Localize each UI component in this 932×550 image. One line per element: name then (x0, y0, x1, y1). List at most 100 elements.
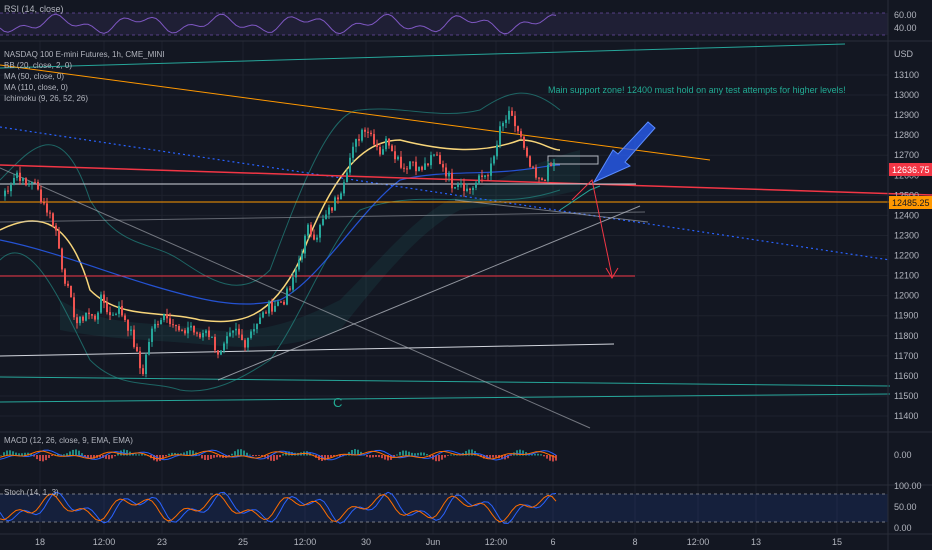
candle-body (487, 175, 489, 177)
candle-body (430, 155, 432, 166)
macd-hist-bar (261, 455, 263, 457)
candle-body (355, 139, 357, 147)
macd-hist-bar (366, 455, 368, 457)
macd-hist-bar (24, 452, 26, 456)
candle-body (541, 178, 543, 181)
macd-hist-bar (483, 455, 485, 459)
candle-body (445, 167, 447, 177)
candle-body (283, 301, 285, 305)
candle-body (547, 164, 549, 181)
candle-body (262, 312, 264, 318)
macd-hist-bar (30, 453, 32, 456)
macd-hist-bar (123, 449, 125, 456)
candle-body (550, 164, 552, 166)
candle-body (91, 314, 93, 316)
macd-hist-bar (231, 453, 233, 456)
price-tick-label: 11700 (894, 351, 918, 361)
candle-body (496, 144, 498, 157)
indicator-ichimoku: Ichimoku (9, 26, 52, 26) (4, 94, 88, 103)
price-badge-orange: 12485.25 (889, 196, 932, 209)
candle-body (151, 328, 153, 342)
macd-hist-bar (354, 449, 356, 456)
candle-body (103, 294, 105, 303)
macd-hist-bar (399, 451, 401, 456)
candle-body (406, 168, 408, 170)
candle-body (517, 126, 519, 132)
macd-hist-bar (84, 455, 86, 457)
macd-hist-bar (537, 453, 539, 456)
macd-hist-bar (435, 455, 437, 462)
candle-body (43, 202, 45, 204)
price-tick-label: 12800 (894, 130, 919, 140)
candle-body (175, 325, 177, 327)
candle-body (379, 146, 381, 155)
macd-hist-bar (105, 455, 107, 459)
candle-body (385, 138, 387, 150)
macd-hist-bar (372, 455, 374, 458)
time-tick-label: 12:00 (687, 537, 710, 547)
macd-hist-bar (198, 455, 200, 456)
candle-body (535, 167, 537, 178)
macd-hist-bar (57, 454, 59, 456)
candle-body (364, 129, 366, 132)
macd-hist-bar (456, 454, 458, 456)
price-tick-label: 12200 (894, 251, 919, 261)
candle-body (166, 314, 168, 319)
candle-body (133, 329, 135, 347)
candle-body (478, 175, 480, 183)
price-tick-label: 11400 (894, 411, 918, 421)
candle-body (352, 146, 354, 158)
candle-body (139, 351, 141, 369)
candle-body (277, 301, 279, 306)
candle-body (112, 314, 114, 316)
macd-hist-bar (237, 449, 239, 456)
candle-body (307, 224, 309, 236)
candle-body (205, 330, 207, 333)
macd-hist-bar (39, 455, 41, 462)
candle-body (16, 172, 18, 178)
macd-hist-bar (201, 455, 203, 459)
macd-hist-bar (495, 455, 497, 458)
candle-body (490, 163, 492, 176)
candle-body (346, 172, 348, 183)
macd-hist-bar (111, 455, 113, 459)
macd-hist-bar (492, 455, 494, 458)
candle-body (130, 329, 132, 331)
macd-hist-bar (423, 452, 425, 456)
candle-body (397, 156, 399, 160)
time-axis[interactable]: 18 12:00 23 25 12:00 30 Jun 12:00 6 8 12:00 13 15 (35, 537, 842, 547)
macd-signal-line (0, 450, 557, 460)
macd-hist-bar (144, 454, 146, 456)
trendline-white-short (454, 199, 649, 223)
macd-hist-bar (117, 452, 119, 456)
macd-hist-bar (264, 455, 266, 458)
macd-hist-bar (396, 454, 398, 456)
candle-body (286, 288, 288, 305)
candle-body (181, 330, 183, 332)
candle-body (334, 197, 336, 211)
time-tick-label: 12:00 (294, 537, 317, 547)
candle-body (235, 328, 237, 331)
candle-body (85, 312, 87, 321)
macd-hist-bar (126, 450, 128, 456)
candle-body (79, 316, 81, 324)
candle-body (412, 161, 414, 163)
macd-hist-bar (228, 455, 230, 457)
candle-body (115, 313, 117, 315)
candle-body (148, 341, 150, 355)
macd-hist-bar (12, 451, 14, 456)
chart-title: NASDAQ 100 E-mini Futures, 1h, CME_MINI (4, 50, 165, 59)
price-badge-orange-text: 12485.25 (892, 198, 930, 208)
candle-body (229, 332, 231, 337)
candle-body (403, 167, 405, 169)
macd-hist-bar (246, 452, 248, 456)
candle-body (373, 134, 375, 145)
macd-hist-bar (411, 452, 413, 456)
time-tick-label: 23 (157, 537, 167, 547)
candle-body (367, 131, 369, 133)
macd-hist-bar (48, 455, 50, 458)
macd-hist-bar (0, 455, 2, 456)
candle-body (322, 219, 324, 225)
candle-body (304, 235, 306, 254)
